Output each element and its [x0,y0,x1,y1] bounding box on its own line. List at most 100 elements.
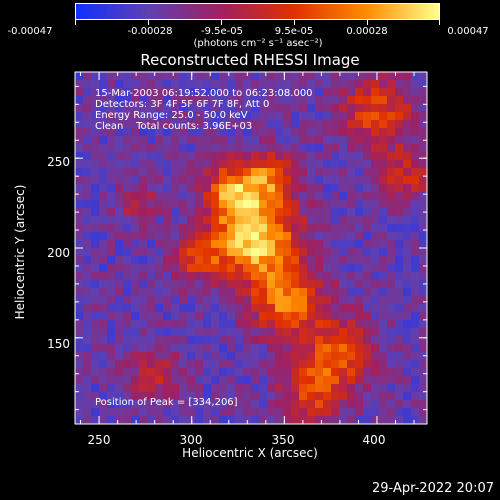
heatmap-cell [179,112,188,121]
heatmap-cell [131,128,140,137]
heatmap-cell [419,200,427,209]
heatmap-cell [315,72,324,81]
heatmap-cell [267,336,276,345]
heatmap-cell [107,192,116,201]
heatmap-cell [115,112,124,121]
heatmap-cell [283,256,292,265]
heatmap-cell [227,104,236,113]
heatmap-cell [155,112,164,121]
heatmap-cell [267,264,276,273]
heatmap-cell [283,72,292,81]
heatmap-cell [139,200,148,209]
heatmap-cell [323,376,332,385]
heatmap-cell [331,280,340,289]
heatmap-cell [251,128,260,137]
heatmap-cell [299,352,308,361]
heatmap-cell [267,368,276,377]
heatmap-cell [163,368,172,377]
heatmap-cell [211,160,220,169]
heatmap-cell [315,248,324,257]
heatmap-cell [187,376,196,385]
heatmap-cell [123,224,132,233]
heatmap-cell [219,72,228,81]
heatmap-cell [299,256,308,265]
heatmap-cell [171,160,180,169]
heatmap-cell [99,216,108,225]
heatmap-cell [139,304,148,313]
heatmap-cell [259,144,268,153]
heatmap-cell [123,296,132,305]
heatmap-cell [371,200,380,209]
heatmap-cell [203,184,212,193]
heatmap-cell [147,304,156,313]
heatmap-cell [195,200,204,209]
heatmap-cell [291,272,300,281]
heatmap-cell [379,136,388,145]
heatmap-cell [99,88,108,97]
heatmap-cell [363,208,372,217]
heatmap-cell [323,416,332,424]
heatmap-cell [99,176,108,185]
heatmap-cell [259,216,268,225]
heatmap-cell [363,312,372,321]
heatmap-cell [83,120,92,129]
heatmap-cell [107,416,116,424]
heatmap-cell [227,144,236,153]
heatmap-cell [123,248,132,257]
heatmap-cell [147,192,156,201]
heatmap-cell [371,288,380,297]
heatmap-cell [227,384,236,393]
heatmap-cell [211,248,220,257]
heatmap-cell [259,104,268,113]
heatmap-cell [115,120,124,129]
heatmap-cell [243,232,252,241]
heatmap-cell [371,304,380,313]
heatmap-cell [139,72,148,81]
heatmap-cell [419,328,427,337]
heatmap-cell [347,344,356,353]
heatmap-cell [403,224,412,233]
heatmap-cell [115,304,124,313]
heatmap-cell [211,144,220,153]
heatmap-cell [355,400,364,409]
heatmap-cell [379,248,388,257]
heatmap-cell [291,312,300,321]
heatmap-cell [227,280,236,289]
heatmap-cell [267,176,276,185]
heatmap-cell [227,328,236,337]
heatmap-cell [355,256,364,265]
heatmap-cell [99,224,108,233]
heatmap-cell [411,416,420,424]
heatmap-cell [195,224,204,233]
heatmap-cell [235,192,244,201]
heatmap-cell [235,80,244,89]
heatmap-cell [371,208,380,217]
heatmap-cell [275,232,284,241]
heatmap-cell [411,328,420,337]
heatmap-cell [107,400,116,409]
heatmap-cell [235,368,244,377]
heatmap-cell [195,248,204,257]
heatmap-cell [83,368,92,377]
heatmap-cell [243,288,252,297]
heatmap-cell [211,296,220,305]
heatmap-cell [379,160,388,169]
heatmap-cell [355,168,364,177]
heatmap-cell [171,392,180,401]
heatmap-cell [171,384,180,393]
heatmap-cell [339,160,348,169]
heatmap-cell [123,416,132,424]
heatmap-cell [283,336,292,345]
heatmap-cell [331,360,340,369]
heatmap-cell [227,192,236,201]
heatmap-cell [387,144,396,153]
heatmap-cell [411,344,420,353]
heatmap-cell [315,160,324,169]
heatmap-cell [307,224,316,233]
heatmap-cell [307,184,316,193]
heatmap-cell [163,216,172,225]
heatmap-cell [147,160,156,169]
heatmap-cell [219,184,228,193]
heatmap-cell [155,344,164,353]
heatmap-cell [75,152,84,161]
